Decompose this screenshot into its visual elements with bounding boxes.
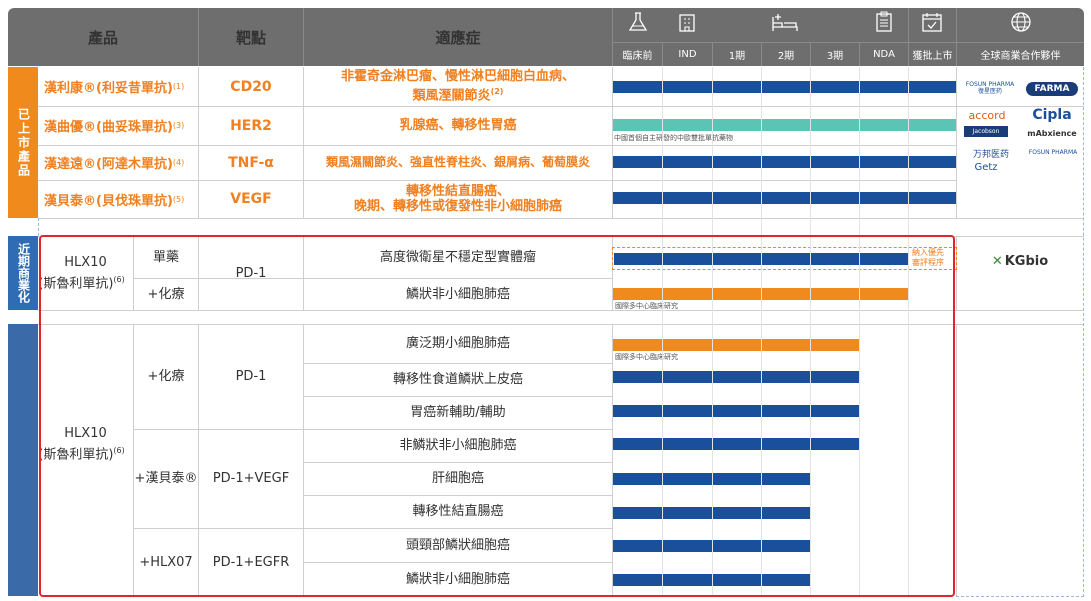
side-label-marketed: 已上市產品: [8, 67, 38, 218]
hlx10-name-near-term: HLX10 (斯魯利單抗)(6): [38, 254, 125, 292]
partner-cipla-logo: Cipla: [1032, 107, 1072, 123]
header-target: 靶點: [235, 28, 266, 47]
phase-ind: IND: [678, 48, 697, 60]
partner-fosun-logo-2: FOSUN PHARMA: [1028, 149, 1078, 156]
marketed-indication-2: 類風濕關節炎、強直性脊柱炎、銀屑病、葡萄膜炎: [325, 155, 590, 169]
progress-bar-marketed-2: [613, 156, 956, 168]
clipboard-icon: [871, 10, 897, 34]
marketed-target-0: CD20: [230, 78, 272, 95]
marketed-product-2: 漢達遠®(阿達木單抗) (4): [44, 157, 185, 172]
header-separators: [0, 8, 1091, 66]
header-product: 產品: [87, 28, 118, 47]
note-priority-review: 納入優先 審評程序: [912, 248, 944, 267]
pipeline-indication-3: 非鱗狀非小細胞肺癌: [399, 438, 517, 453]
progress-bar-pipeline-0: [613, 339, 859, 351]
pipeline-combo-0: +化療: [147, 369, 185, 384]
marketed-target-1: HER2: [230, 117, 272, 134]
phase-preclinical: 臨床前: [622, 50, 653, 62]
phase-nda: NDA: [873, 48, 895, 60]
near-term-combo-0: 單藥: [152, 249, 179, 265]
building-icon: [674, 10, 700, 34]
side-label-pipeline: [8, 324, 38, 596]
marketed-target-3: VEGF: [230, 191, 272, 207]
partner-kgbio-logo: ✕ KGbio: [991, 253, 1049, 269]
phase-2: 2期: [777, 50, 795, 62]
progress-bar-marketed-1: [613, 119, 956, 131]
partner-getz-logo: Getz: [974, 162, 998, 173]
marketed-indication-1: 乳腺癌、轉移性胃癌: [399, 118, 517, 133]
phase-dividers: [0, 67, 1091, 597]
phase-3: 3期: [826, 50, 844, 62]
partner-mabxience-logo: mAbxience: [1027, 128, 1077, 138]
note-intl-multicenter-1: 國際多中心臨床研究: [615, 302, 678, 310]
note-china-first: 中國首個自主研發的中歐雙批單抗藥物: [614, 134, 733, 142]
partner-fosun-logo: FOSUN PHARMA 復星医药: [965, 81, 1015, 95]
marketed-product-1: 漢曲優®(曲妥珠單抗) (3): [44, 120, 185, 135]
calendar-check-icon: [919, 10, 945, 34]
progress-bar-pipeline-3: [613, 438, 859, 450]
pipeline-target-0: PD-1: [235, 369, 267, 384]
pipeline-indication-7: 鱗狀非小細胞肺癌: [405, 571, 510, 587]
pipeline-indication-4: 肝細胞癌: [431, 471, 484, 486]
marketed-product-0: 漢利康®(利妥昔單抗) (1): [44, 81, 185, 96]
hlx10-name-pipeline: HLX10 (斯魯利單抗)(6): [38, 425, 125, 463]
progress-bar-pipeline-1: [613, 371, 859, 383]
priority-review-frame: [612, 247, 957, 270]
partner-farma-logo: FARMA: [1026, 82, 1078, 96]
highlight-frame: [39, 235, 955, 597]
header-indication: 適應症: [435, 28, 481, 47]
marketed-indication-3: 轉移性結直腸癌、 晚期、轉移性或復發性非小細胞肺癌: [353, 184, 562, 214]
marketed-target-2: TNF-α: [228, 154, 274, 171]
pipeline-combo-1: +漢貝泰®: [134, 471, 198, 486]
near-term-indication-0: 高度微衛星不穩定型實體瘤: [379, 249, 536, 265]
pipeline-indication-2: 胃癌新輔助/輔助: [410, 405, 506, 420]
marketed-product-3: 漢貝泰®(貝伐珠單抗) (5): [44, 193, 185, 209]
near-term-target: PD-1: [235, 265, 267, 281]
phase-1: 1期: [728, 50, 746, 62]
note-intl-multicenter-2: 國際多中心臨床研究: [615, 353, 678, 361]
pipeline-indication-6: 頭頸部鱗狀細胞癌: [405, 537, 510, 553]
hospital-bed-icon: [765, 10, 805, 34]
progress-bar-pipeline-2: [613, 405, 859, 417]
flask-icon: [625, 10, 651, 34]
header-partners: 全球商業合作夥伴: [980, 50, 1061, 62]
pipeline-indication-5: 轉移性結直腸癌: [412, 504, 504, 519]
pipeline-target-1: PD-1+VEGF: [212, 471, 290, 486]
partner-accord-logo: accord: [968, 108, 1006, 122]
near-term-combo-1: +化療: [147, 286, 185, 302]
pipeline-indication-0: 廣泛期小細胞肺癌: [405, 336, 510, 351]
side-label-near-term: 近期商業化: [8, 236, 38, 310]
progress-bar-marketed-3: [613, 192, 956, 204]
progress-bar-marketed-0: [613, 81, 956, 93]
pipeline-combo-2: +HLX07: [139, 554, 193, 570]
marketed-indication-0: 非霍奇金淋巴瘤、慢性淋巴細胞白血病、 類風溼關節炎(2): [340, 69, 575, 104]
partner-wanbang-logo: 万邦医药: [972, 150, 1009, 160]
table-header: [8, 8, 1084, 66]
pipeline-target-2: PD-1+EGFR: [212, 554, 290, 570]
phase-approved: 獲批上市: [912, 50, 953, 62]
near-term-indication-1: 鱗狀非小細胞肺癌: [405, 286, 510, 302]
globe-icon: [1006, 10, 1036, 34]
partner-jacobson-logo: Jacobson: [964, 126, 1008, 137]
pipeline-indication-1: 轉移性食道鱗狀上皮癌: [392, 372, 523, 387]
